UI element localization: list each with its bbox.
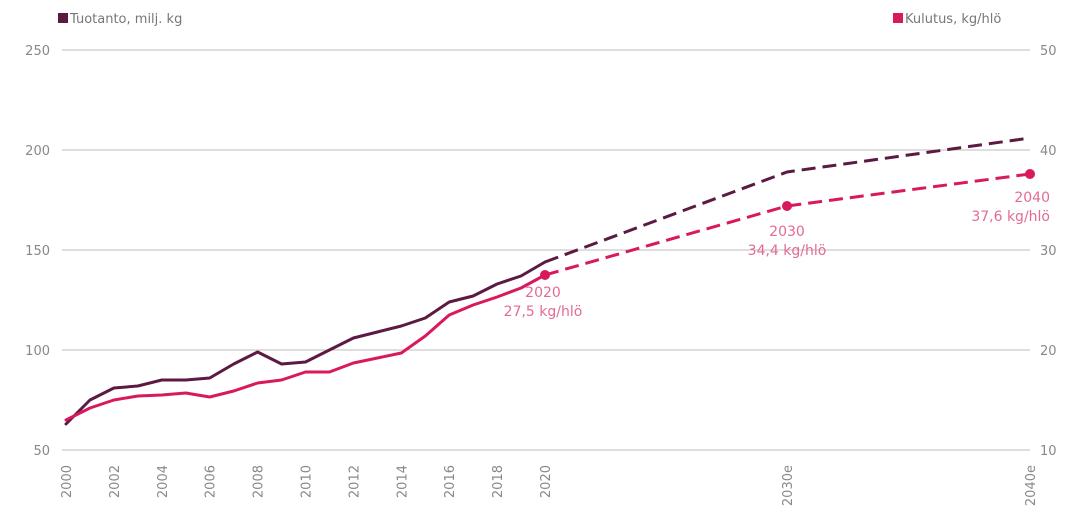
annotation-point (782, 201, 792, 211)
legend-consumption-label: Kulutus, kg/hlö (905, 12, 1001, 27)
series-0-forecast-line (544, 136, 1031, 264)
right-axis-ticks: 50 40 30 20 10 (1040, 44, 1057, 459)
x-tick-label: 2002 (108, 465, 123, 498)
annotation-point (540, 270, 550, 280)
left-axis-ticks: 250 200 150 100 50 (25, 44, 50, 459)
y-left-tick-label: 250 (25, 44, 50, 59)
y-left-tick-label: 150 (25, 244, 50, 259)
legend-consumption-swatch (893, 13, 903, 23)
legend-production-swatch (58, 13, 68, 23)
series-1-actual-line (64, 273, 547, 422)
gridlines (62, 49, 1030, 451)
annotations: 2020 27,5 kg/hlö 2030 34,4 kg/hlö 2040 37,6 k… (504, 169, 1050, 320)
annotation-label: 2030 34,4 kg/hlö (748, 224, 827, 259)
y-right-tick-label: 40 (1040, 144, 1057, 159)
x-tick-label: 2016 (443, 465, 458, 498)
series-0-actual-line (64, 260, 547, 426)
annotation-label: 2020 27,5 kg/hlö (504, 285, 583, 320)
legend-production: Tuotanto, milj. kg (58, 12, 182, 27)
y-right-tick-label: 30 (1040, 244, 1057, 259)
series-lines (64, 136, 1031, 426)
x-tick-label: 2030e (781, 465, 796, 506)
x-axis-ticks: 2000 2002 2004 2006 2008 2010 2012 2014 2016 2018… (60, 465, 1039, 506)
y-right-tick-label: 20 (1040, 344, 1057, 359)
x-tick-label: 2004 (156, 465, 171, 498)
x-tick-label: 2018 (491, 465, 506, 498)
x-tick-label: 2012 (347, 465, 362, 498)
x-tick-label: 2014 (395, 465, 410, 498)
y-right-tick-label: 50 (1040, 44, 1057, 59)
legend-production-label: Tuotanto, milj. kg (69, 12, 182, 27)
x-tick-label: 2010 (300, 465, 315, 498)
y-left-tick-label: 50 (33, 444, 50, 459)
x-tick-label: 2006 (204, 465, 219, 498)
y-left-tick-label: 100 (25, 344, 50, 359)
legend-consumption: Kulutus, kg/hlö (893, 12, 1001, 27)
y-left-tick-label: 200 (25, 144, 50, 159)
x-tick-label: 2040e (1024, 465, 1039, 506)
annotation-label: 2040 37,6 kg/hlö (971, 190, 1050, 225)
x-tick-label: 2020 (539, 465, 554, 498)
annotation-point (1025, 169, 1035, 179)
x-tick-label: 2008 (252, 465, 267, 498)
y-right-tick-label: 10 (1040, 444, 1057, 459)
x-tick-label: 2000 (60, 465, 75, 498)
